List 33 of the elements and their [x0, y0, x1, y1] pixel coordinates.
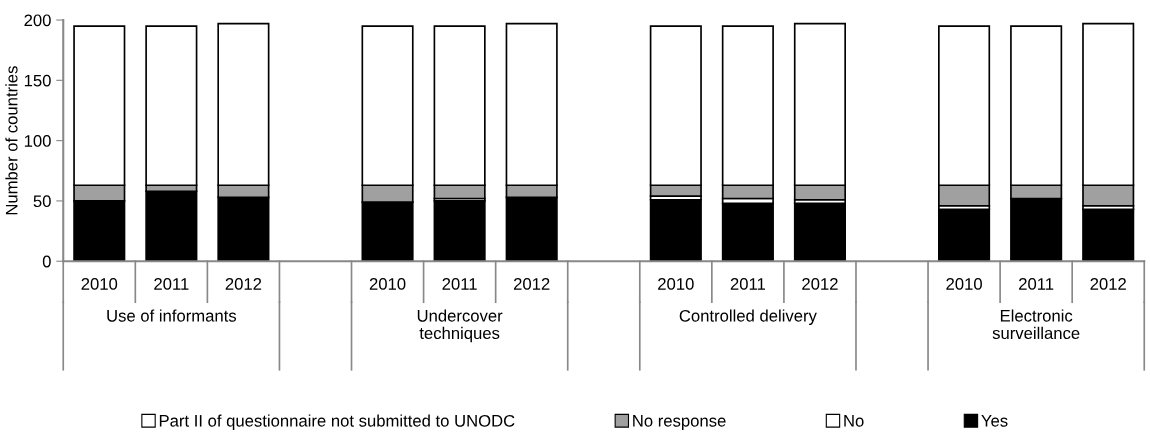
x-tick-label: 2011	[442, 278, 477, 290]
y-axis-title: Number of countries	[5, 66, 18, 215]
y-tick-label: 0	[42, 255, 51, 268]
y-tick-label: 150	[24, 74, 51, 87]
x-tick-label: 2012	[802, 278, 838, 290]
legend-label: No	[844, 415, 864, 427]
legend-label: No response	[633, 415, 726, 430]
x-tick-label: 2012	[225, 278, 262, 290]
x-tick-label: 2011	[730, 278, 765, 290]
bar	[793, 202, 847, 262]
x-tick-label: 2012	[1090, 278, 1126, 290]
y-tick-label: 50	[33, 195, 51, 208]
x-tick-label: 2011	[154, 278, 189, 290]
x-tick-label: 2010	[81, 278, 118, 290]
bar	[649, 198, 702, 262]
bar	[721, 202, 774, 262]
x-tick-label: 2010	[946, 278, 982, 290]
bar	[1082, 208, 1135, 262]
x-tick-label: 2010	[658, 278, 694, 290]
legend-label: Yes	[981, 415, 1008, 427]
x-tick-label: 2012	[513, 278, 550, 290]
legend-label: Part II of questionnaire not submitted to UNODC	[159, 414, 515, 430]
text: Undercover techniques	[417, 309, 503, 343]
y-tick-label: 100	[24, 135, 51, 147]
bar	[145, 190, 198, 262]
bar	[433, 200, 486, 262]
bar	[938, 208, 991, 262]
y-tick-label: 200	[24, 14, 51, 27]
x-tick-label: 2011	[1019, 278, 1054, 290]
text: Use of informants	[107, 309, 237, 322]
x-tick-label: 2010	[369, 278, 406, 290]
text: Controlled delivery	[679, 309, 817, 325]
text: Electronic surveillance	[992, 309, 1080, 340]
